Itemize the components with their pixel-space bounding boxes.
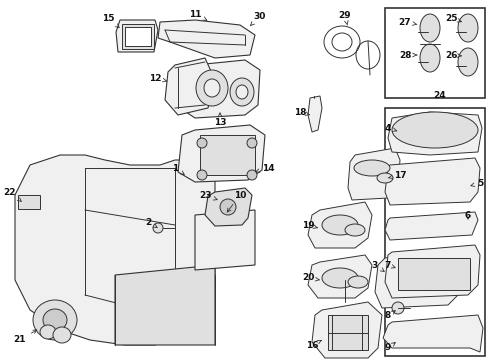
Polygon shape (195, 210, 254, 270)
Polygon shape (178, 125, 264, 182)
Text: 17: 17 (387, 171, 406, 180)
Text: 6: 6 (464, 211, 470, 220)
Ellipse shape (203, 79, 220, 97)
Ellipse shape (391, 112, 477, 148)
Polygon shape (115, 265, 215, 345)
Polygon shape (204, 188, 251, 226)
Text: 7: 7 (384, 261, 394, 270)
Ellipse shape (33, 300, 77, 340)
Polygon shape (387, 112, 481, 155)
Bar (200, 135, 254, 175)
Ellipse shape (197, 170, 206, 180)
Polygon shape (307, 255, 371, 298)
Bar (18, 195, 40, 209)
Text: 12: 12 (148, 73, 166, 82)
Ellipse shape (347, 276, 367, 288)
Polygon shape (164, 58, 215, 115)
Polygon shape (382, 315, 482, 352)
Ellipse shape (196, 70, 227, 106)
Text: 23: 23 (198, 190, 217, 200)
Polygon shape (311, 302, 381, 358)
Text: 21: 21 (14, 330, 37, 345)
Text: 11: 11 (188, 9, 206, 20)
Text: 3: 3 (371, 261, 384, 271)
Ellipse shape (457, 14, 477, 42)
Text: 14: 14 (255, 163, 274, 172)
Text: 28: 28 (398, 50, 416, 59)
Ellipse shape (246, 138, 257, 148)
Text: 18: 18 (293, 108, 308, 117)
Text: 30: 30 (250, 12, 265, 26)
Ellipse shape (197, 138, 206, 148)
Polygon shape (180, 60, 260, 118)
Ellipse shape (419, 44, 439, 72)
Ellipse shape (457, 48, 477, 76)
Ellipse shape (43, 309, 67, 331)
Ellipse shape (391, 302, 403, 314)
Polygon shape (116, 20, 158, 52)
Polygon shape (374, 250, 461, 308)
Polygon shape (384, 245, 479, 298)
Text: 10: 10 (227, 190, 245, 212)
Ellipse shape (353, 160, 389, 176)
Polygon shape (384, 158, 479, 205)
Polygon shape (347, 148, 399, 200)
Text: 16: 16 (305, 340, 321, 350)
Ellipse shape (220, 199, 236, 215)
Ellipse shape (40, 325, 56, 339)
Text: 20: 20 (301, 274, 319, 283)
Bar (125, 27, 151, 46)
Text: 19: 19 (301, 220, 317, 230)
Text: 15: 15 (102, 14, 119, 28)
Bar (327, 315, 367, 350)
Ellipse shape (229, 78, 253, 106)
Bar (384, 8, 484, 98)
Ellipse shape (345, 224, 364, 236)
Text: 5: 5 (470, 179, 482, 188)
Text: 27: 27 (398, 18, 416, 27)
Text: 1: 1 (171, 163, 184, 175)
Ellipse shape (376, 173, 392, 183)
Text: 26: 26 (445, 50, 460, 59)
Text: 24: 24 (433, 90, 446, 99)
Ellipse shape (419, 14, 439, 42)
Bar (397, 258, 469, 290)
Polygon shape (307, 96, 321, 132)
Polygon shape (15, 155, 215, 345)
Text: 4: 4 (384, 123, 396, 132)
Polygon shape (307, 202, 371, 248)
Ellipse shape (153, 223, 163, 233)
Bar (122, 24, 154, 49)
Text: 25: 25 (445, 14, 460, 23)
Ellipse shape (53, 327, 71, 343)
Text: 13: 13 (213, 113, 226, 126)
Ellipse shape (321, 268, 357, 288)
Text: 29: 29 (338, 10, 350, 25)
Polygon shape (158, 20, 254, 58)
Ellipse shape (246, 170, 257, 180)
Text: 8: 8 (384, 311, 394, 320)
Text: 2: 2 (144, 217, 157, 228)
Text: 22: 22 (4, 188, 21, 202)
Text: 9: 9 (384, 343, 394, 352)
Ellipse shape (321, 215, 357, 235)
Bar (384, 108, 484, 356)
Ellipse shape (236, 85, 247, 99)
Polygon shape (384, 212, 477, 240)
